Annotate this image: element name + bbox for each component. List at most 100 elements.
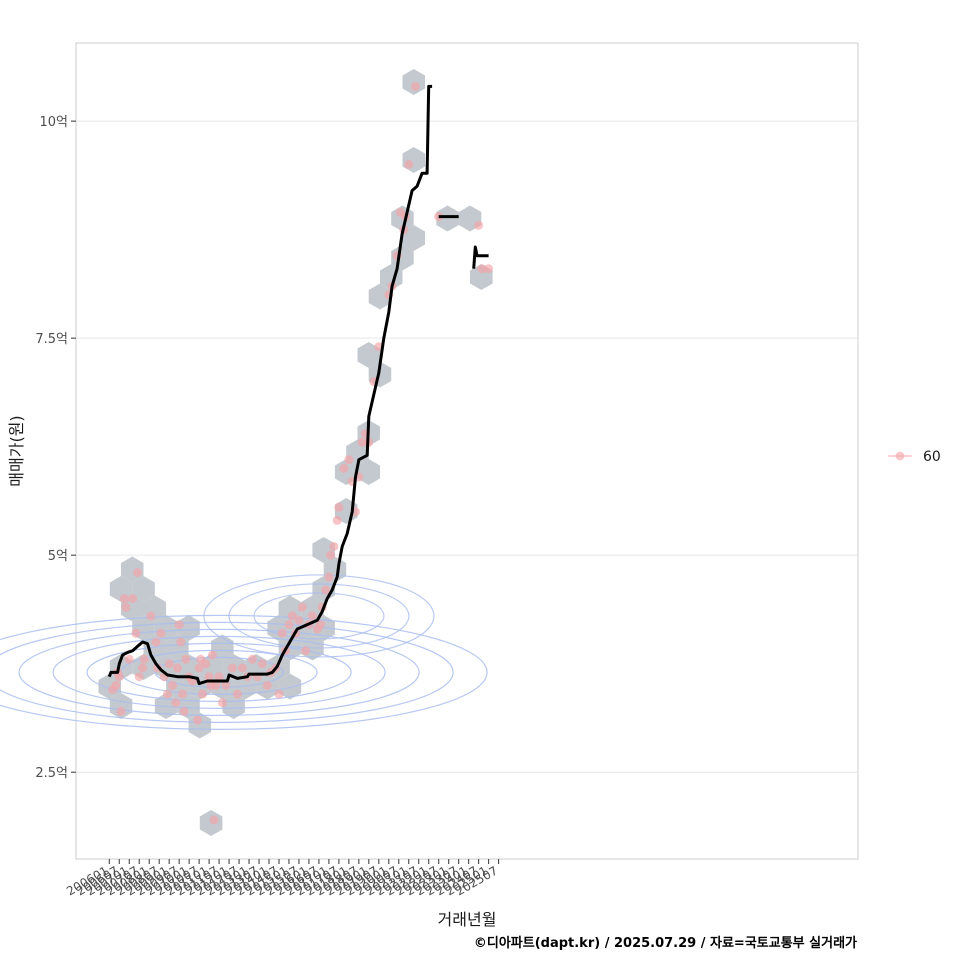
data-point	[477, 264, 487, 274]
data-point	[204, 672, 214, 682]
y-tick-label: 7.5억	[35, 332, 68, 347]
data-point	[274, 689, 284, 699]
hexbin	[368, 283, 392, 310]
hexbin	[357, 342, 380, 368]
data-point	[111, 680, 121, 690]
data-point	[294, 615, 304, 625]
data-point	[194, 663, 204, 673]
data-point	[156, 628, 166, 638]
hexbin	[177, 615, 200, 641]
density-contours	[0, 574, 488, 730]
data-point	[284, 620, 294, 630]
data-point	[257, 659, 267, 669]
hexbin	[278, 673, 302, 700]
data-point	[124, 654, 134, 664]
data-point	[332, 515, 342, 525]
hexbin	[301, 595, 324, 622]
data-point	[138, 663, 148, 673]
contour-line	[18, 628, 420, 716]
x-axis: 2006012006072007012007072008012008072009…	[64, 859, 500, 899]
data-point	[193, 715, 202, 725]
contour-line	[0, 614, 488, 730]
data-point	[334, 502, 344, 512]
data-point	[247, 654, 257, 664]
data-point	[151, 637, 161, 647]
data-point	[198, 689, 207, 699]
data-point	[134, 672, 144, 682]
caption: ©디아파트(dapt.kr) / 2025.07.29 / 자료=국토교통부 실…	[474, 935, 857, 951]
contour-line	[228, 583, 410, 649]
data-point	[324, 572, 334, 582]
data-point	[179, 706, 189, 716]
trend-line-segment	[472, 245, 489, 269]
data-point	[321, 585, 331, 595]
data-point	[178, 689, 187, 699]
data-point	[211, 680, 221, 690]
data-point	[214, 672, 224, 682]
data-point	[297, 602, 307, 612]
data-point	[174, 620, 184, 630]
legend: 60	[888, 449, 941, 465]
data-point	[201, 659, 211, 669]
trend-line-main	[107, 84, 433, 686]
data-point	[146, 611, 156, 621]
data-point	[344, 455, 354, 465]
hexbin	[109, 693, 133, 719]
data-point	[131, 628, 141, 638]
data-point	[114, 672, 124, 682]
hexbin	[402, 225, 425, 251]
data-point	[232, 689, 242, 699]
data-point	[173, 663, 182, 673]
data-point	[176, 637, 186, 647]
y-axis: 2.5억 5억 7.5억 10억	[35, 115, 76, 781]
data-point	[287, 611, 297, 621]
data-point	[119, 594, 129, 604]
hexbin	[222, 693, 245, 719]
hexbin	[436, 205, 459, 232]
data-point	[209, 815, 219, 825]
data-point	[227, 663, 237, 673]
trend-line	[107, 84, 489, 686]
data-point	[262, 680, 272, 690]
y-tick-label: 5억	[48, 549, 68, 564]
data-point	[301, 646, 311, 656]
data-point	[357, 437, 367, 447]
legend-label: 60	[923, 449, 941, 465]
data-point	[474, 220, 484, 230]
hexbin	[132, 576, 155, 602]
data-point	[181, 654, 191, 664]
data-point	[163, 689, 172, 699]
data-point	[139, 654, 149, 664]
data-point	[277, 628, 287, 638]
contour-line	[253, 592, 385, 640]
data-point	[316, 620, 326, 630]
data-point	[410, 81, 420, 91]
data-point	[326, 550, 336, 560]
data-point	[404, 160, 414, 169]
data-point	[168, 680, 177, 690]
data-point	[164, 659, 174, 669]
data-point	[221, 680, 231, 690]
data-point	[484, 264, 494, 274]
legend-key-point	[895, 451, 905, 461]
y-tick-label: 2.5억	[35, 766, 68, 781]
contour-line	[0, 621, 454, 723]
data-point	[329, 542, 339, 551]
data-point	[171, 698, 181, 708]
grid	[76, 120, 858, 773]
data-point	[339, 463, 349, 473]
y-axis-title: 매매가(원)	[7, 415, 26, 486]
data-point	[307, 611, 317, 621]
data-point	[121, 602, 131, 612]
data-point	[133, 568, 143, 577]
data-point	[237, 663, 247, 673]
data-point	[207, 650, 217, 660]
contour-line	[203, 574, 435, 658]
x-axis-title: 거래년월	[438, 910, 497, 929]
data-point	[217, 698, 227, 708]
data-point	[116, 706, 126, 716]
y-tick-label: 10억	[39, 115, 68, 130]
data-point	[128, 594, 138, 604]
panel-background	[75, 42, 859, 860]
